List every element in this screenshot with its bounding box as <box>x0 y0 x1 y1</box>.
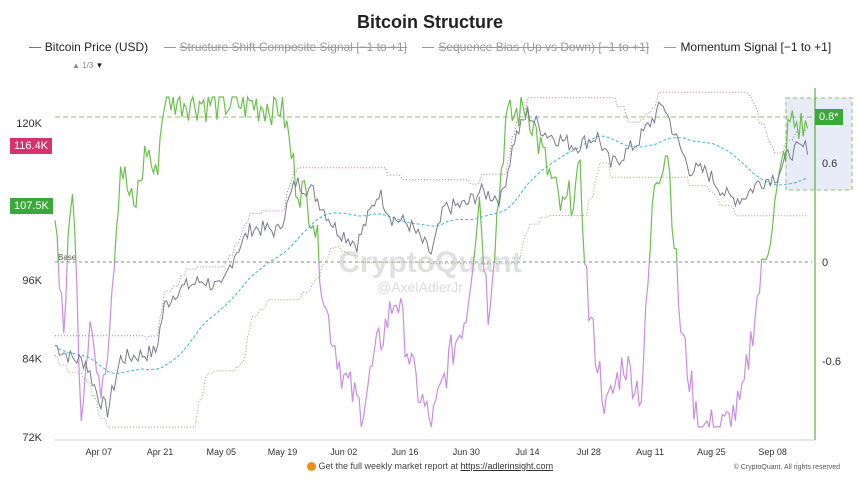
legend-label: Bitcoin Price (USD) <box>44 40 149 54</box>
watermark-handle: @AxelAdlerJr <box>377 279 463 295</box>
y-right-tick-label: 0 <box>822 257 828 269</box>
legend-label: Momentum Signal [−1 to +1] <box>680 40 832 54</box>
x-tick-label: Sep 08 <box>758 447 787 457</box>
legend-page-number: 1/3 <box>82 61 94 70</box>
y-right-tick-label: 0.6 <box>822 158 837 170</box>
x-tick-label: Jun 02 <box>330 447 357 457</box>
chart-title: Bitcoin Structure <box>356 12 503 32</box>
momentum-line-negative <box>57 262 763 428</box>
legend-label: Sequence Bias (Up vs Down) [−1 to +1] <box>438 40 650 54</box>
watermark-brand: CryptoQuant <box>338 246 521 279</box>
price-badge-low: 107.5K <box>10 198 53 214</box>
y-left-tick-label: 84K <box>22 354 42 366</box>
y-right-tick-label: -0.6 <box>822 356 841 368</box>
x-tick-label: Jul 14 <box>516 447 540 457</box>
x-tick-label: Apr 21 <box>147 447 174 457</box>
legend-item-sequence-bias[interactable]: Sequence Bias (Up vs Down) [−1 to +1] <box>422 40 649 54</box>
bitcoin-price-line <box>54 101 809 418</box>
x-tick-label: Jul 28 <box>577 447 601 457</box>
y-left-tick-label: 72K <box>22 432 42 444</box>
momentum-badge: 0.8* <box>815 109 843 125</box>
x-tick-label: Jun 16 <box>392 447 419 457</box>
x-tick-label: May 19 <box>268 447 298 457</box>
y-left-tick-label: 96K <box>22 275 42 287</box>
upper-band-line <box>55 91 808 341</box>
legend: Bitcoin Price (USD) Structure Shift Comp… <box>0 40 860 54</box>
legend-pager: ▲ 1/3 ▼ <box>72 61 103 70</box>
x-tick-label: Aug 25 <box>697 447 726 457</box>
legend-label: Structure Shift Composite Signal [−1 to … <box>179 40 407 54</box>
footer-text: Get the full weekly market report at <box>318 461 458 471</box>
momentum-line-positive <box>54 94 809 262</box>
legend-item-structure-shift[interactable]: Structure Shift Composite Signal [−1 to … <box>163 40 407 54</box>
x-tick-label: Jun 30 <box>453 447 480 457</box>
legend-next-icon[interactable]: ▼ <box>95 61 104 70</box>
x-tick-label: Aug 11 <box>636 447 664 457</box>
x-tick-label: Apr 07 <box>85 447 112 457</box>
legend-item-momentum[interactable]: Momentum Signal [−1 to +1] <box>664 40 831 54</box>
footer: Get the full weekly market report at htt… <box>0 461 860 472</box>
legend-item-price[interactable]: Bitcoin Price (USD) <box>28 40 149 54</box>
price-badge-current: 116.4K <box>10 138 53 154</box>
copyright: © CryptoQuant. All rights reserved <box>733 464 840 471</box>
orange-dot-icon <box>306 462 316 472</box>
legend-prev-icon[interactable]: ▲ <box>72 61 80 70</box>
footer-link[interactable]: https://adlerinsight.com <box>460 461 554 471</box>
x-tick-label: May 05 <box>207 447 237 457</box>
y-left-tick-label: 120K <box>16 118 42 130</box>
